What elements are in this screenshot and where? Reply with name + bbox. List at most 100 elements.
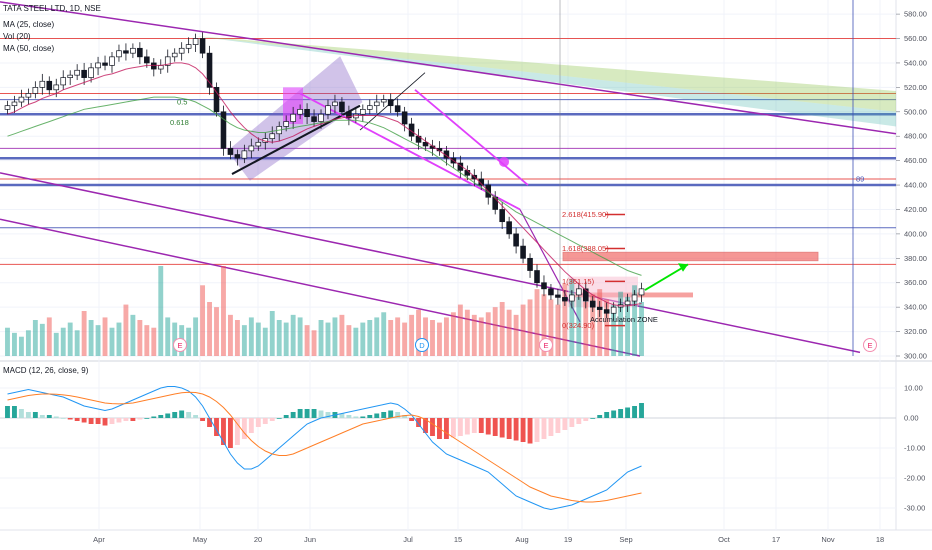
legend-ma50[interactable]: MA (50, close) bbox=[3, 44, 55, 53]
price-tick-label[interactable]: 300.00 bbox=[904, 352, 927, 361]
price-tick-label[interactable]: 320.00 bbox=[904, 327, 927, 336]
price-axis[interactable]: 300.00 320.00 340.00 360.00 380.00 400.00 420.… bbox=[896, 10, 927, 361]
time-tick-label[interactable]: Oct bbox=[718, 535, 731, 544]
macd-histogram-bar bbox=[346, 415, 352, 418]
event-marker-label[interactable]: E bbox=[177, 341, 182, 350]
volume-bar bbox=[95, 325, 101, 356]
price-tick-label[interactable]: 560.00 bbox=[904, 34, 927, 43]
macd-tick-label[interactable]: 10.00 bbox=[904, 384, 923, 393]
macd-histogram-bar bbox=[569, 418, 575, 427]
count-label[interactable]: 89 bbox=[856, 174, 864, 183]
candle-body bbox=[269, 133, 276, 140]
candle-body bbox=[464, 170, 471, 176]
macd-histogram-bar bbox=[39, 415, 45, 418]
candle-body bbox=[220, 111, 227, 149]
fib-extension[interactable]: 2.618(415.90) 1.618(388.05) 1(361.15) 0(324… bbox=[170, 97, 864, 330]
price-tick-label[interactable]: 440.00 bbox=[904, 181, 927, 190]
fib-0.5-label[interactable]: 0.5 bbox=[177, 97, 187, 106]
time-tick-label[interactable]: Apr bbox=[93, 535, 105, 544]
time-tick-label[interactable]: May bbox=[193, 535, 207, 544]
price-tick-label[interactable]: 540.00 bbox=[904, 58, 927, 67]
time-tick-label[interactable]: Sep bbox=[619, 535, 632, 544]
time-tick-label[interactable]: Aug bbox=[515, 535, 528, 544]
macd-axis[interactable]: 10.00 0.00 -10.00 -20.00 -30.00 bbox=[904, 384, 925, 513]
candle-body bbox=[366, 105, 373, 110]
volume-bar bbox=[276, 320, 282, 356]
volume-bar bbox=[485, 312, 491, 356]
time-tick-label[interactable]: Nov bbox=[821, 535, 835, 544]
event-marker-label[interactable]: E bbox=[543, 341, 548, 350]
macd-tick-label[interactable]: -10.00 bbox=[904, 444, 925, 453]
trendline-lower bbox=[0, 218, 641, 357]
price-tick-label[interactable]: 340.00 bbox=[904, 303, 927, 312]
macd-tick-label[interactable]: 0.00 bbox=[904, 414, 919, 423]
fib-level-label[interactable]: 2.618(415.90) bbox=[562, 210, 609, 219]
time-tick-label[interactable]: Jul bbox=[403, 535, 413, 544]
macd-histogram-bar bbox=[360, 416, 366, 418]
fib-0.618-label[interactable]: 0.618 bbox=[170, 118, 189, 127]
event-marker-label[interactable]: E bbox=[867, 341, 872, 350]
time-tick-label[interactable]: 20 bbox=[254, 535, 262, 544]
legend-ma25[interactable]: MA (25, close) bbox=[3, 20, 55, 29]
price-tick-label[interactable]: 520.00 bbox=[904, 83, 927, 92]
candle-body bbox=[234, 154, 241, 159]
price-tick-label[interactable]: 480.00 bbox=[904, 132, 927, 141]
price-tick-label[interactable]: 360.00 bbox=[904, 278, 927, 287]
macd-histogram-bar bbox=[88, 418, 94, 424]
candle-body bbox=[576, 288, 582, 296]
volume-bar bbox=[381, 312, 387, 356]
accumulation-zone-label[interactable]: Accumulation ZONE bbox=[590, 315, 658, 324]
fib-level-label[interactable]: 1.618(388.05) bbox=[562, 244, 609, 253]
event-marker-label[interactable]: D bbox=[419, 341, 425, 350]
candle-body bbox=[624, 300, 631, 306]
price-tick-label[interactable]: 460.00 bbox=[904, 156, 927, 165]
fib-level-label[interactable]: 1(361.15) bbox=[562, 277, 595, 286]
macd-histogram-bar bbox=[548, 418, 554, 436]
macd-tick-label[interactable]: -30.00 bbox=[904, 504, 925, 513]
price-tick-label[interactable]: 580.00 bbox=[904, 10, 927, 19]
volume-bar bbox=[346, 325, 352, 356]
legend-macd[interactable]: MACD (12, 26, close, 9) bbox=[3, 366, 89, 375]
candle-body bbox=[178, 47, 185, 54]
candle-body bbox=[380, 99, 387, 103]
time-tick-label[interactable]: Jun bbox=[304, 535, 316, 544]
candle-body bbox=[499, 209, 505, 223]
candle-body bbox=[596, 306, 603, 310]
volume-bar bbox=[374, 317, 380, 356]
volume-bar bbox=[527, 299, 533, 356]
fib-level-label[interactable]: 0(324.90) bbox=[562, 321, 595, 330]
macd-histogram-bar bbox=[604, 412, 610, 418]
time-tick-label[interactable]: 19 bbox=[564, 535, 572, 544]
macd-histogram-bar bbox=[506, 418, 512, 439]
time-tick-label[interactable]: 17 bbox=[772, 535, 780, 544]
volume-bar bbox=[262, 327, 268, 356]
volume-bar bbox=[611, 304, 617, 356]
macd-histogram-bar bbox=[625, 407, 631, 418]
time-axis[interactable]: Apr May 20 Jun Jul 15 Aug 19 Sep Oct 17 Nov 18 bbox=[93, 535, 884, 544]
price-tick-label[interactable]: 420.00 bbox=[904, 205, 927, 214]
candle-body bbox=[541, 282, 547, 290]
fan-fill-teal bbox=[195, 36, 896, 127]
legend-symbol[interactable]: TATA STEEL LTD, 1D, NSE bbox=[3, 4, 101, 13]
price-tick-label[interactable]: 380.00 bbox=[904, 254, 927, 263]
volume-bar bbox=[311, 330, 317, 356]
volume-bar bbox=[88, 320, 94, 356]
price-tick-label[interactable]: 400.00 bbox=[904, 229, 927, 238]
candle-body bbox=[555, 294, 561, 298]
macd-histogram-bar bbox=[388, 410, 394, 418]
macd-tick-label[interactable]: -20.00 bbox=[904, 474, 925, 483]
price-tick-label[interactable]: 500.00 bbox=[904, 107, 927, 116]
candles[interactable] bbox=[4, 32, 645, 321]
volume-bar bbox=[604, 299, 610, 356]
macd-line bbox=[7, 386, 642, 511]
macd-histogram-bar bbox=[555, 418, 561, 433]
time-tick-label[interactable]: 18 bbox=[876, 535, 884, 544]
time-tick-label[interactable]: 15 bbox=[454, 535, 462, 544]
macd-histogram-bar bbox=[478, 418, 484, 433]
volume-bar bbox=[430, 320, 435, 356]
legend-volume[interactable]: Vol (20) bbox=[3, 32, 31, 41]
macd-pane bbox=[0, 386, 896, 511]
candle-body bbox=[95, 62, 101, 69]
